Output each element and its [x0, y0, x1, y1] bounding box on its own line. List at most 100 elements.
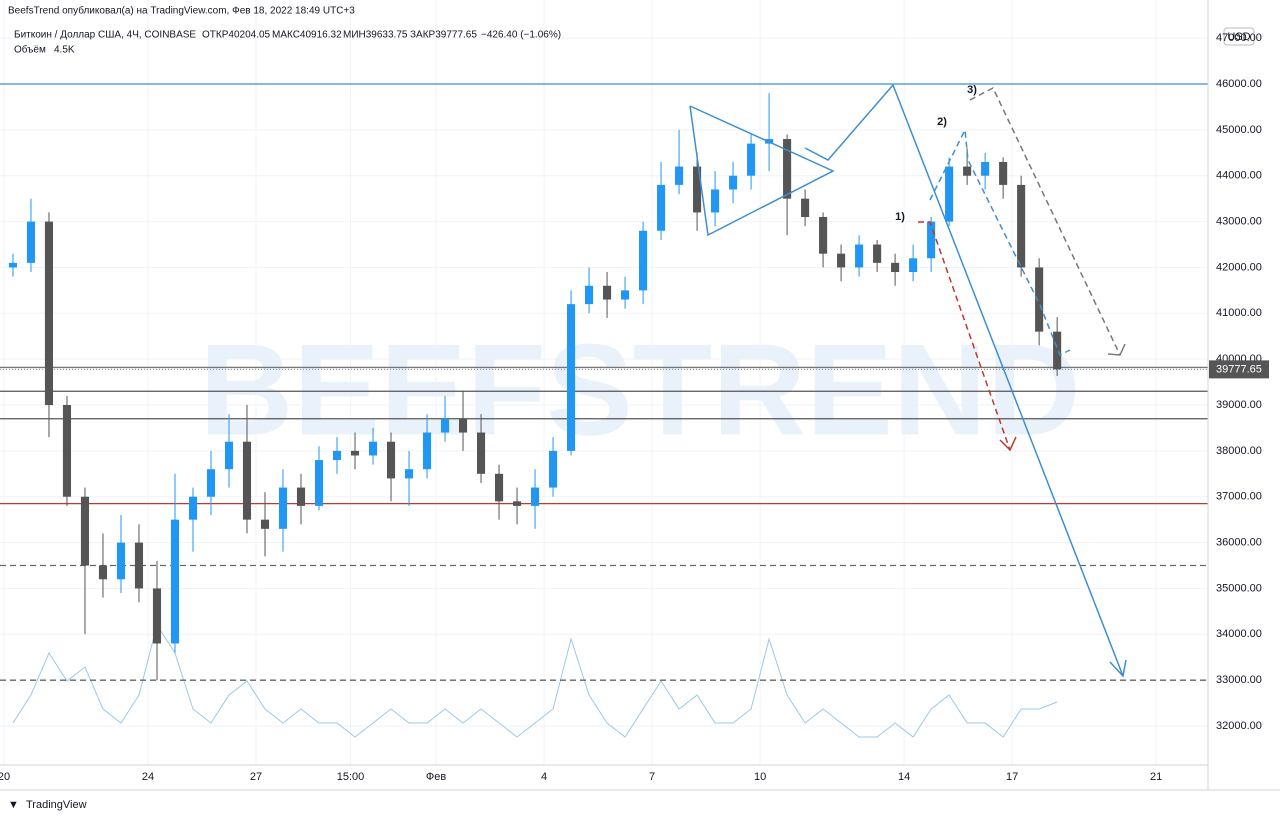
candle-body: [242, 441, 252, 520]
x-tick-label: 10: [754, 771, 766, 783]
grid: [0, 0, 1208, 765]
projection: [918, 221, 1011, 451]
legend-change: −426.40 (−1.06%): [481, 30, 561, 41]
candle-body: [747, 143, 756, 176]
volume: [12, 623, 1058, 738]
candle-body: [549, 450, 558, 488]
y-tick-label: 45000.00: [1216, 124, 1262, 136]
currency: USD: [1227, 31, 1250, 43]
candle-body: [945, 166, 954, 222]
candle-body: [783, 139, 792, 199]
x-tick-label: Фев: [426, 771, 446, 783]
watermark: BEEFSTREND: [199, 316, 1080, 462]
candle-body: [963, 166, 972, 176]
candle-body: [260, 519, 270, 529]
candle-body: [693, 166, 702, 213]
candle-body: [603, 285, 612, 300]
candle-body: [170, 519, 180, 644]
candle-body: [98, 565, 108, 580]
candle-body: [999, 161, 1008, 185]
y-tick-label: 46000.00: [1216, 78, 1262, 90]
candle-body: [567, 304, 576, 451]
candle-body: [891, 262, 900, 273]
levels: [0, 83, 1208, 681]
x-tick-label: 24: [142, 771, 154, 783]
candle-body: [494, 473, 504, 502]
candle-body: [458, 418, 468, 433]
candle-body: [657, 184, 666, 231]
candle-body: [512, 501, 522, 506]
candle-body: [675, 166, 684, 185]
y-tick-label: 47000.00: [1216, 32, 1262, 44]
candle-body: [206, 469, 216, 497]
candle-body: [729, 175, 738, 190]
candle-body: [476, 432, 486, 474]
candle-body: [530, 487, 540, 506]
volume-line: [12, 623, 1058, 738]
candle-body: [152, 588, 162, 644]
candle-body: [332, 450, 342, 461]
y-tick-label: 42000.00: [1216, 261, 1262, 273]
candle-body: [44, 221, 54, 406]
y-tick-label: 39000.00: [1216, 399, 1262, 411]
candle-body: [188, 496, 198, 520]
candle-body: [386, 441, 396, 479]
candle-body: [62, 405, 72, 497]
candle-body: [278, 487, 288, 529]
y-tick-label: 34000.00: [1216, 628, 1262, 640]
candle-body: [909, 258, 918, 273]
candle-body: [80, 496, 90, 566]
candle-body: [621, 290, 630, 300]
y-tick-label: 32000.00: [1216, 720, 1262, 732]
x-tick-label: 15:00: [337, 771, 365, 783]
x-tick-label: 17: [1006, 771, 1018, 783]
y-tick-label: 41000.00: [1216, 307, 1262, 319]
currency-badge: [1223, 27, 1255, 46]
legend-volume-value: 4.5K: [54, 45, 75, 56]
drawings: [689, 83, 1127, 678]
x-tick-label: 20: [0, 771, 10, 783]
candle-body: [404, 469, 414, 479]
y-tick-label: 44000.00: [1216, 170, 1262, 182]
candles: [8, 93, 1062, 681]
candle-body: [26, 221, 36, 263]
candle-body: [981, 161, 990, 176]
trend-line: [804, 83, 1124, 677]
legend-symbol: Биткоин / Доллар США, 4Ч, COINBASE: [14, 30, 196, 41]
arrow-head: [1109, 659, 1127, 678]
candle-body: [819, 216, 828, 254]
logo: ▼: [8, 799, 19, 811]
candle-body: [134, 542, 144, 589]
x-tick-label: 21: [1150, 771, 1162, 783]
candle-body: [440, 418, 450, 433]
candle-body: [837, 253, 846, 268]
legend-open: ОТКР40204.05: [202, 30, 271, 41]
legend-high: МАКС40916.32: [272, 30, 342, 41]
candle-body: [1053, 331, 1062, 370]
candle-body: [368, 441, 378, 456]
candle-body: [116, 542, 126, 580]
candle-body: [855, 244, 864, 268]
annotation: 1): [895, 211, 905, 223]
candle-body: [350, 450, 360, 456]
candle-body: [585, 285, 594, 305]
y-tick-label: 33000.00: [1216, 674, 1262, 686]
candle-body: [1035, 267, 1044, 332]
candle-body: [873, 244, 882, 263]
x-tick-label: 14: [898, 771, 910, 783]
candle-body: [422, 432, 432, 470]
header-title: BeefsTrend опубликовал(а) на TradingView…: [8, 5, 355, 17]
annotation: 2): [937, 116, 947, 128]
footer: TradingView: [26, 799, 87, 811]
projection: [969, 86, 1121, 356]
candle-body: [801, 198, 810, 217]
candle-body: [8, 262, 18, 268]
annotation: 3): [967, 84, 977, 96]
arrow-head: [999, 436, 1017, 452]
triangle: [689, 105, 835, 237]
last-price-label: 39777.65: [1216, 363, 1262, 375]
x-tick-label: 4: [541, 771, 547, 783]
x-tick-label: 27: [250, 771, 262, 783]
